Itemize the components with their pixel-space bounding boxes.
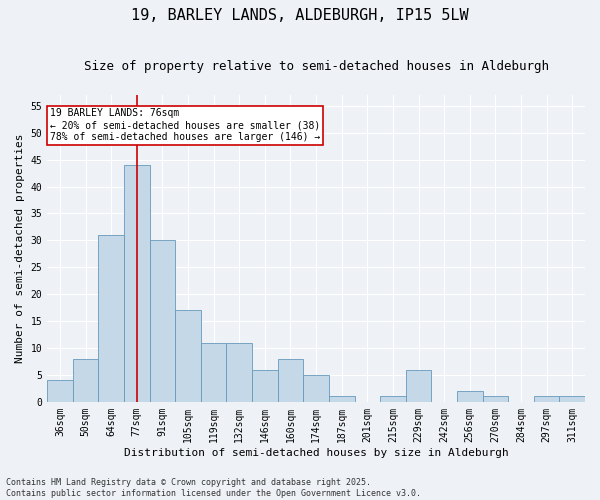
Bar [226,342,252,402]
Bar [534,396,559,402]
Bar [303,375,329,402]
Text: 19 BARLEY LANDS: 76sqm
← 20% of semi-detached houses are smaller (38)
78% of sem: 19 BARLEY LANDS: 76sqm ← 20% of semi-det… [50,108,320,142]
Bar [380,396,406,402]
Bar [149,240,175,402]
Bar [252,370,278,402]
Bar [98,235,124,402]
Bar [201,342,226,402]
Bar [559,396,585,402]
Bar [406,370,431,402]
Bar [278,359,303,402]
Bar [329,396,355,402]
Bar [47,380,73,402]
Bar [457,391,482,402]
Bar [482,396,508,402]
Bar [124,165,149,402]
X-axis label: Distribution of semi-detached houses by size in Aldeburgh: Distribution of semi-detached houses by … [124,448,508,458]
Text: 19, BARLEY LANDS, ALDEBURGH, IP15 5LW: 19, BARLEY LANDS, ALDEBURGH, IP15 5LW [131,8,469,22]
Y-axis label: Number of semi-detached properties: Number of semi-detached properties [15,134,25,363]
Text: Contains HM Land Registry data © Crown copyright and database right 2025.
Contai: Contains HM Land Registry data © Crown c… [6,478,421,498]
Title: Size of property relative to semi-detached houses in Aldeburgh: Size of property relative to semi-detach… [83,60,548,73]
Bar [73,359,98,402]
Bar [175,310,201,402]
